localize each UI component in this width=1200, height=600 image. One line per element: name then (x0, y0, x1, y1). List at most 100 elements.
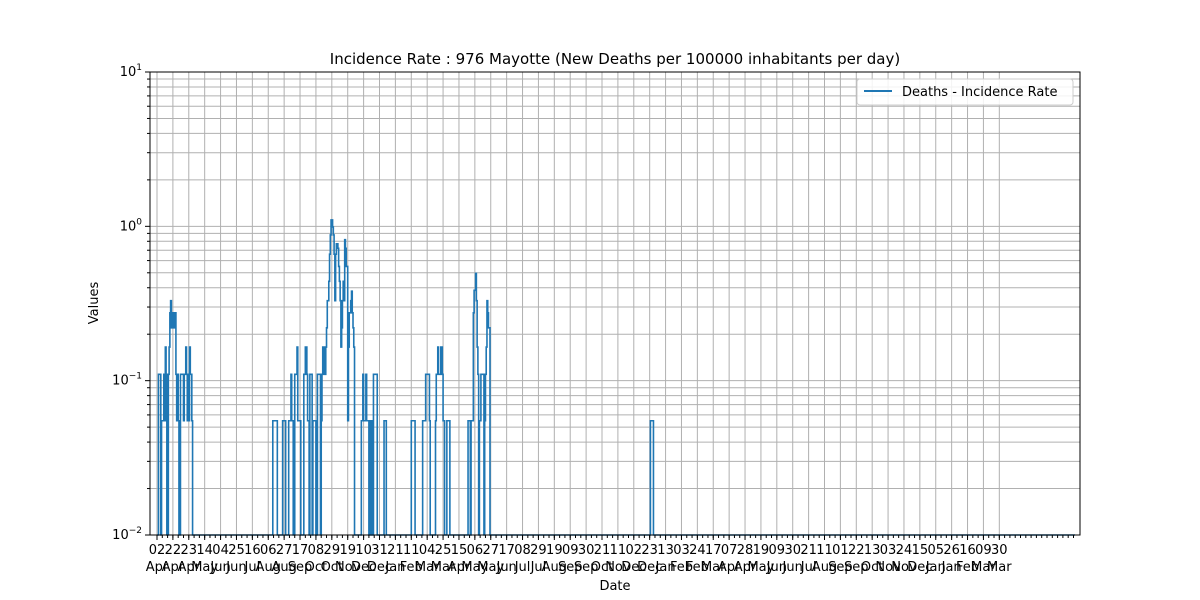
x-tick-label: 21 (594, 543, 611, 558)
x-tick-label: 30 (578, 543, 595, 558)
x-tick-label: Dec (637, 560, 662, 575)
x-tick-label: 27 (276, 543, 293, 558)
x-tick-label: Jan (384, 560, 405, 575)
x-tick-label: 21 (800, 543, 817, 558)
x-tick-label: Apr (448, 560, 471, 575)
x-tick-label: 11 (403, 543, 420, 558)
legend-box (856, 78, 1074, 106)
x-tick-label: 16 (959, 543, 976, 558)
x-tick-label: Jan (941, 560, 962, 575)
x-tick-label: 31 (371, 543, 388, 558)
x-tick-label: Apr (718, 560, 741, 575)
x-tick-label: 09 (769, 543, 786, 558)
x-tick-label: 15 (912, 543, 929, 558)
x-tick-label: 22 (848, 543, 865, 558)
x-tick-label: May (461, 560, 488, 575)
x-tick-label: 05 (927, 543, 944, 558)
x-tick-label: 28 (737, 543, 754, 558)
x-tick-label: Mar (971, 560, 996, 575)
x-tick-label: Apr (178, 560, 201, 575)
y-tick-label: 101 (120, 63, 142, 80)
x-tick-label: 25 (435, 543, 452, 558)
x-tick-label: 06 (467, 543, 484, 558)
x-tick-label: Aug (271, 560, 296, 575)
x-tick-label: 21 (387, 543, 404, 558)
x-tick-label: Mar (431, 560, 456, 575)
x-tick-label: Nov (875, 560, 901, 575)
x-tick-label: 03 (880, 543, 897, 558)
x-tick-label: Sep (558, 560, 583, 575)
x-tick-label: Sep (828, 560, 853, 575)
x-tick-label: Jun (225, 560, 246, 575)
x-tick-label: Aug (256, 560, 281, 575)
x-tick-label: 30 (784, 543, 801, 558)
x-tick-label: Dec (907, 560, 932, 575)
x-tick-label: Sep (574, 560, 599, 575)
x-tick-label: 15 (451, 543, 468, 558)
x-tick-label: Apr (146, 560, 169, 575)
x-tick-label: 08 (514, 543, 531, 558)
x-tick-label: 04 (212, 543, 229, 558)
x-tick-label: Dec (621, 560, 646, 575)
x-tick-label: Feb (956, 560, 979, 575)
x-tick-label: 29 (324, 543, 341, 558)
x-tick-label: Mar (987, 560, 1012, 575)
x-tick-label: 16 (244, 543, 261, 558)
y-tick-label: 100 (120, 217, 143, 234)
x-tick-label: Nov (335, 560, 361, 575)
axis-ticks: 10−2 10−1 100 101 02 Apr 22 Apr 23 Apr 14 May 04 Jun 2… (112, 63, 1074, 575)
x-tick-label: May (477, 560, 504, 575)
x-tick-label: 19 (339, 543, 356, 558)
x-tick-label: Jun (782, 560, 803, 575)
x-tick-label: Dec (367, 560, 392, 575)
x-tick-label: 06 (260, 543, 277, 558)
x-tick-label: 26 (943, 543, 960, 558)
x-tick-label: Aug (542, 560, 567, 575)
x-tick-label: Jan (925, 560, 946, 575)
x-tick-label: Jul (244, 560, 261, 575)
x-tick-label: 17 (292, 543, 309, 558)
x-tick-label: Jul (800, 560, 817, 575)
x-tick-label: 30 (991, 543, 1008, 558)
x-tick-label: Apr (162, 560, 185, 575)
x-tick-label: 02 (149, 543, 166, 558)
x-tick-label: Oct (591, 560, 613, 575)
y-axis-label: Values (87, 282, 102, 325)
x-tick-label: 02 (626, 543, 643, 558)
x-tick-label: Oct (321, 560, 343, 575)
x-tick-label: 14 (196, 543, 213, 558)
x-tick-label: 19 (546, 543, 563, 558)
x-tick-label: Mar (415, 560, 440, 575)
x-tick-label: Feb (686, 560, 709, 575)
legend: Deaths - Incidence Rate (856, 78, 1074, 106)
y-tick-label: 10−2 (112, 526, 142, 543)
x-tick-label: Jul (530, 560, 547, 575)
x-tick-label: Sep (288, 560, 313, 575)
x-tick-label: 17 (705, 543, 722, 558)
x-tick-label: 24 (896, 543, 913, 558)
x-tick-label: Jun (209, 560, 230, 575)
x-tick-label: 22 (165, 543, 182, 558)
x-tick-label: May (747, 560, 774, 575)
x-tick-label: 23 (181, 543, 198, 558)
x-tick-label: Apr (734, 560, 757, 575)
x-tick-label: Aug (812, 560, 837, 575)
x-tick-label: 04 (419, 543, 436, 558)
x-tick-label: 29 (530, 543, 547, 558)
x-tick-label: 11 (610, 543, 627, 558)
x-tick-label: 27 (482, 543, 499, 558)
x-tick-label: Nov (891, 560, 917, 575)
x-tick-label: Oct (305, 560, 327, 575)
x-tick-label: Jun (495, 560, 516, 575)
x-tick-label: 23 (641, 543, 658, 558)
y-tick-label: 10−1 (112, 372, 142, 389)
x-tick-label: May (191, 560, 218, 575)
x-tick-label: 07 (721, 543, 738, 558)
x-axis-label: Date (599, 579, 630, 594)
x-tick-label: Feb (400, 560, 423, 575)
x-tick-label: 10 (355, 543, 372, 558)
x-tick-label: 08 (308, 543, 325, 558)
plot-frame (149, 71, 1081, 536)
x-tick-label: Nov (605, 560, 631, 575)
